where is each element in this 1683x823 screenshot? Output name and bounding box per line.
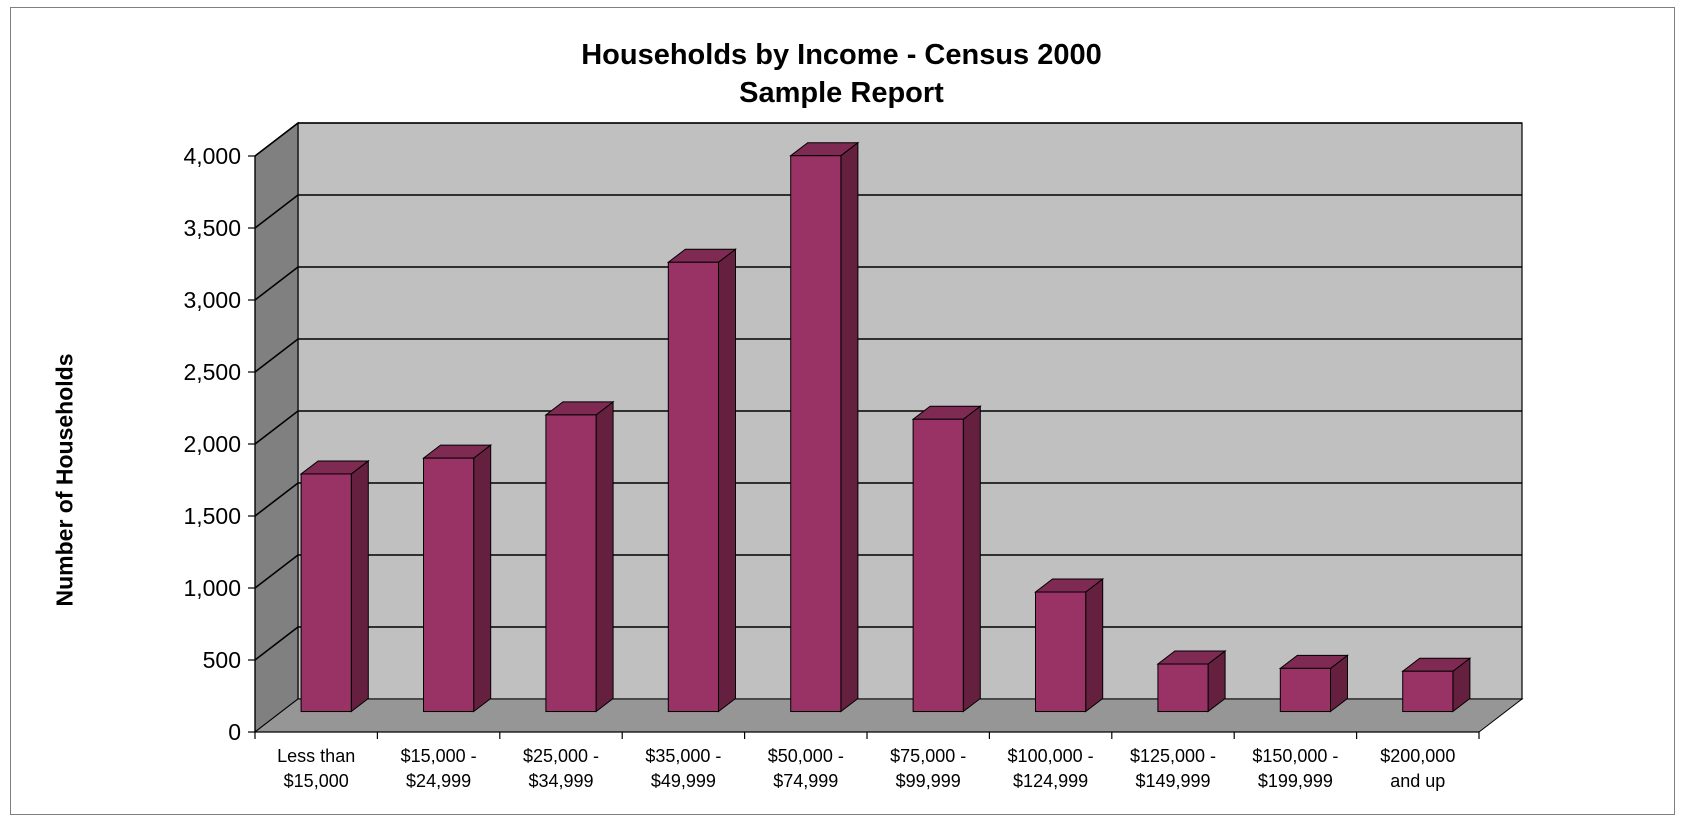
chart-title-block: Households by Income - Census 2000 Sampl… (0, 36, 1683, 112)
chart-title: Households by Income - Census 2000 (581, 39, 1102, 71)
bar-front (1279, 667, 1331, 713)
bar-side (962, 405, 981, 713)
bar (911, 405, 982, 713)
bar (544, 400, 615, 713)
bar (299, 459, 370, 713)
bar-front (423, 457, 475, 713)
bar-front (300, 473, 352, 713)
y-tick-label: 2,000 (183, 431, 241, 457)
bar-side (717, 248, 736, 713)
x-tick-label-line: $49,999 (651, 771, 716, 791)
y-tick-label: 3,500 (183, 215, 241, 241)
x-tick-label-line: $125,000 - (1130, 746, 1216, 766)
bar (1401, 657, 1472, 713)
gridline (254, 410, 1522, 445)
axis-labels: 0 500 1,000 1,500 2,000 2,500 3,000 3,500 4,000 L… (183, 143, 1455, 791)
x-tick-label-line: $24,999 (406, 771, 471, 791)
y-tick-label: 4,000 (183, 143, 241, 169)
y-tick-label: 0 (228, 719, 241, 745)
gridline (254, 266, 1522, 301)
x-tick-label: $50,000 - $74,999 (768, 746, 844, 791)
gridlines (254, 122, 1522, 661)
axes (248, 155, 1480, 739)
x-tick-label-line: and up (1390, 771, 1445, 791)
y-tick-label: 3,000 (183, 287, 241, 313)
x-tick-label-line: $15,000 (284, 771, 349, 791)
gridline (254, 194, 1522, 229)
x-tick-label: $150,000 - $199,999 (1252, 746, 1338, 791)
bar (1034, 578, 1105, 713)
x-tick-label: $25,000 - $34,999 (523, 746, 599, 791)
x-tick-label-line: $25,000 - (523, 746, 599, 766)
x-tick-label-line: $34,999 (528, 771, 593, 791)
x-tick-label: $200,000 and up (1380, 746, 1455, 791)
x-tick-label-line: $99,999 (896, 771, 961, 791)
x-tick-label-line: $35,000 - (645, 746, 721, 766)
x-tick-label-line: $124,999 (1013, 771, 1088, 791)
x-tick-label-line: $74,999 (773, 771, 838, 791)
x-tick-label: $15,000 - $24,999 (401, 746, 477, 791)
bar (789, 141, 860, 713)
bar-front (545, 414, 597, 713)
gridline (254, 626, 1522, 661)
chart-subtitle: Sample Report (739, 77, 944, 109)
bar-front (1157, 663, 1209, 713)
y-tick-label: 500 (203, 647, 241, 673)
gridline (254, 338, 1522, 373)
x-tick-label-line: $100,000 - (1008, 746, 1094, 766)
y-tick-label: 1,000 (183, 575, 241, 601)
x-tick-label-line: $149,999 (1135, 771, 1210, 791)
bars (299, 141, 1472, 713)
x-tick-label: $125,000 - $149,999 (1130, 746, 1216, 791)
bar-side (350, 459, 369, 713)
x-tick-label: Less than $15,000 (277, 746, 355, 791)
bar-side (1085, 578, 1104, 713)
gridline (254, 122, 1522, 157)
bar-side (473, 444, 492, 713)
bar-front (912, 418, 964, 713)
y-tick-label: 1,500 (183, 503, 241, 529)
bar-front (1035, 591, 1087, 713)
bar (1278, 654, 1349, 713)
bar-side (840, 141, 859, 713)
gridline (254, 482, 1522, 517)
x-tick-label: $35,000 - $49,999 (645, 746, 721, 791)
x-tick-label-line: $15,000 - (401, 746, 477, 766)
x-tick-label: $100,000 - $124,999 (1008, 746, 1094, 791)
bar-front (1402, 670, 1454, 713)
x-tick-label-line: $200,000 (1380, 746, 1455, 766)
x-tick-label-line: Less than (277, 746, 355, 766)
x-tick-label: $75,000 - $99,999 (890, 746, 966, 791)
y-tick-label: 2,500 (183, 359, 241, 385)
x-tick-label-line: $75,000 - (890, 746, 966, 766)
bar (1156, 650, 1227, 713)
x-tick-label-line: $150,000 - (1252, 746, 1338, 766)
bar-front (667, 261, 719, 713)
gridline (254, 554, 1522, 589)
bar-front (790, 155, 842, 713)
bar (666, 248, 737, 713)
x-tick-label-line: $199,999 (1258, 771, 1333, 791)
bar (422, 444, 493, 713)
x-tick-label-line: $50,000 - (768, 746, 844, 766)
bar-side (595, 400, 614, 713)
